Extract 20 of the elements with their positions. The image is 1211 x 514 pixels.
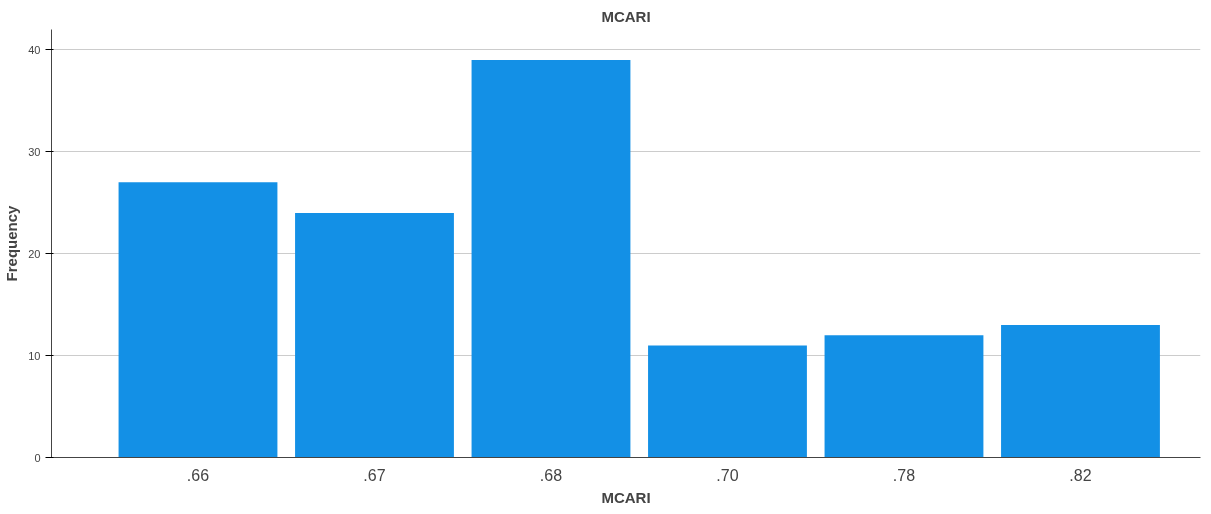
y-tick-label: 30 xyxy=(28,145,41,158)
x-tick-label: .78 xyxy=(892,466,916,484)
bar xyxy=(824,335,984,458)
x-tick-label: .66 xyxy=(186,466,210,484)
bar xyxy=(295,212,454,458)
y-tick-label: 40 xyxy=(28,43,41,56)
bar xyxy=(118,182,278,458)
x-tick-label: .67 xyxy=(363,466,386,484)
y-tick-label: 20 xyxy=(28,247,41,260)
y-tick-label: 0 xyxy=(34,451,41,464)
bar xyxy=(1001,325,1160,458)
x-tick-label: .70 xyxy=(716,466,739,484)
bar xyxy=(648,345,807,458)
y-tick-label: 10 xyxy=(28,349,41,362)
chart-title: MCARI xyxy=(601,7,651,25)
bar xyxy=(471,60,631,458)
x-tick-label: .68 xyxy=(539,466,563,484)
y-axis-title: Frequency xyxy=(3,204,21,282)
x-axis-title: MCARI xyxy=(601,488,651,506)
x-tick-label: .82 xyxy=(1069,466,1092,484)
